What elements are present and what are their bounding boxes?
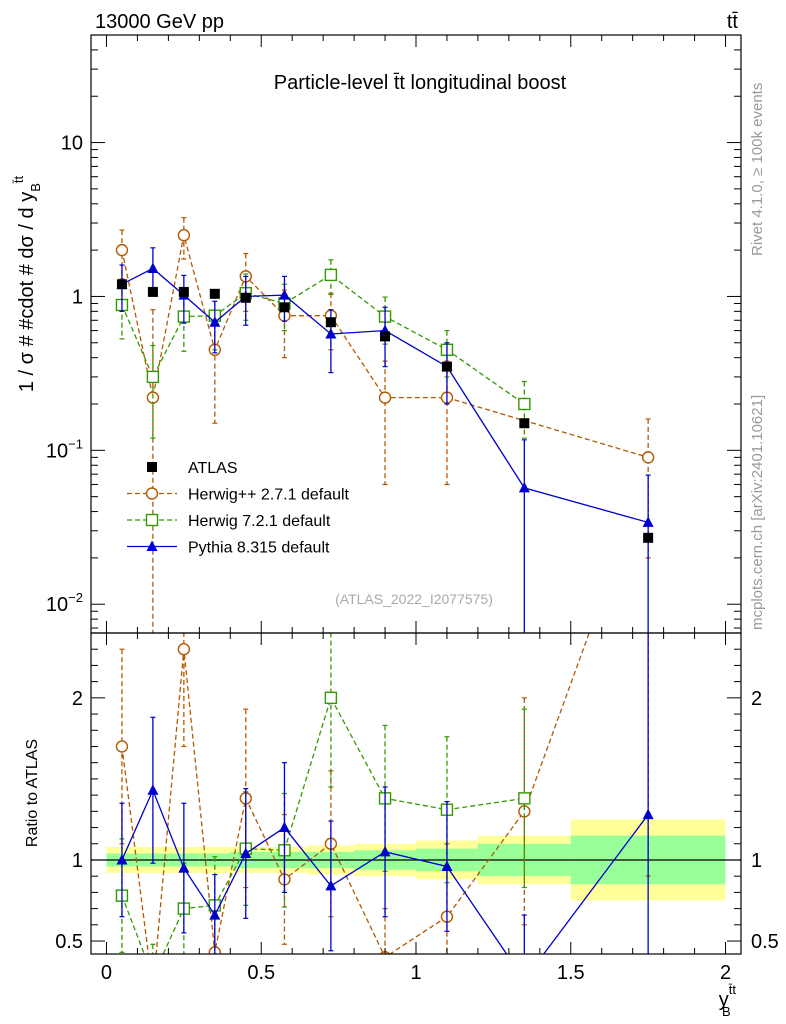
legend-marker — [145, 487, 159, 500]
series-2-ratio-point — [441, 860, 453, 871]
series-2-ratio-point — [278, 821, 290, 833]
series-2-point — [325, 328, 337, 339]
series-2-point — [642, 516, 654, 527]
series-0-ratio-point — [115, 740, 129, 753]
energy-label: 13000 GeV pp — [95, 11, 224, 33]
series-2-ratio-point — [519, 974, 530, 985]
series-2-point — [209, 316, 221, 327]
atlas-point — [116, 279, 127, 290]
series-2-ratio-point — [116, 853, 128, 865]
main-y-tick-label-base: 10 — [61, 133, 83, 155]
main-y-tick-label-exp: −1 — [68, 436, 83, 451]
main-y-tick-label-base: 1 — [72, 286, 83, 308]
series-1-ratio-point — [324, 691, 338, 705]
x-tick-label: 0 — [101, 962, 112, 984]
atlas-point — [325, 317, 336, 328]
x-tick-label: 0.5 — [247, 962, 275, 984]
atlas-point — [519, 418, 530, 429]
series-2-point — [278, 289, 290, 300]
analysis-id: (ATLAS_2022_I2077575) — [335, 591, 493, 607]
x-tick-label: 1.5 — [557, 962, 585, 984]
ratio-y-tick-label-left: 0.5 — [55, 931, 83, 953]
main-y-tick-label: 10 — [61, 133, 83, 155]
legend-label: Herwig++ 2.7.1 default — [188, 487, 350, 504]
atlas-point — [279, 302, 290, 313]
main-y-tick-label-base: 10 — [46, 594, 68, 616]
ratio-y-tick-label-right: 1 — [751, 850, 762, 872]
y-axis-label-sup: t̄t — [11, 175, 26, 183]
series-0-point — [641, 451, 655, 464]
ratio-y-axis-label: Ratio to ATLAS — [24, 739, 41, 847]
atlas-point — [643, 532, 654, 543]
series-1-ratio-point — [147, 971, 158, 982]
legend-label: Herwig 7.2.1 default — [188, 513, 331, 530]
main-y-tick-label-exp: −2 — [68, 590, 83, 605]
plot-title: Particle-level t̄t longitudinal boost — [274, 72, 567, 94]
side-label-top: Rivet 4.1.0, ≥ 100k events — [749, 83, 766, 256]
main-y-tick-label: 1 — [72, 286, 83, 308]
legend: ATLAS Herwig++ 2.7.1 default Herwig 7.2.1 … — [127, 460, 350, 557]
main-data-points — [116, 279, 654, 543]
ratio-y-tick-label-right: 0.5 — [751, 931, 779, 953]
legend-marker — [145, 513, 159, 527]
atlas-point — [240, 292, 251, 303]
main-y-tick-label: 10−1 — [46, 436, 83, 462]
atlas-point — [441, 361, 452, 372]
ratio-y-tick-label-left: 1 — [72, 850, 83, 872]
ratio-y-tick-label-left: 2 — [72, 688, 83, 710]
x-tick-label: 2 — [720, 962, 731, 984]
y-axis-label-sub: B — [28, 183, 43, 192]
atlas-point — [178, 286, 189, 297]
process-label: tt̄ — [727, 11, 739, 33]
series-2-ratio-point — [240, 847, 252, 858]
series-0-point — [115, 243, 129, 257]
series-1-ratio-line — [121, 696, 525, 954]
legend-marker — [146, 540, 158, 551]
x-axis-label-sub: B — [722, 1004, 731, 1019]
series-2-ratio-point — [325, 879, 337, 891]
main-y-tick-label-base: 10 — [46, 440, 68, 462]
series-2-ratio-point — [379, 845, 391, 857]
series-1-ratio-point — [518, 792, 531, 805]
series-2-point — [518, 481, 530, 493]
series-1-point — [518, 397, 531, 411]
series-1-line — [121, 274, 525, 405]
ratio-series — [115, 633, 654, 995]
series-0-point — [378, 391, 392, 404]
x-axis-label-sup: t̄t — [728, 982, 736, 997]
atlas-point — [380, 331, 391, 342]
series-2-point — [147, 262, 159, 273]
atlas-point — [147, 286, 158, 297]
legend-marker — [147, 462, 157, 472]
y-axis-label-main: 1 / σ # #cdot # dσ / d y — [16, 192, 38, 392]
x-tick-label: 1 — [410, 962, 421, 984]
x-axis-label-main: y — [719, 989, 729, 1011]
ratio-y-tick-label-right: 2 — [751, 688, 762, 710]
series-2-ratio-point — [209, 909, 221, 920]
series-0-ratio-point — [147, 984, 158, 995]
series-2-ratio-point — [642, 808, 654, 820]
atlas-point — [209, 288, 220, 299]
y-axis-label: 1 / σ # #cdot # dσ / d yBt̄t — [11, 175, 43, 392]
legend-label: ATLAS — [188, 460, 238, 477]
series-0-point — [177, 229, 191, 242]
series-0-ratio-point — [177, 643, 191, 656]
ratio-bands — [91, 819, 741, 901]
x-axis-label: yt̄t B — [719, 982, 737, 1019]
side-label-bottom: mcplots.cern.ch [arXiv:2401.10621] — [749, 395, 766, 630]
series-1-point — [324, 268, 338, 282]
series-1-point — [146, 370, 160, 384]
main-y-tick-label: 10−2 — [46, 590, 83, 616]
series-2-ratio-point — [147, 784, 159, 795]
legend-label: Pythia 8.315 default — [188, 540, 330, 557]
series-0-line — [121, 235, 649, 458]
series-2-ratio-point — [178, 862, 190, 873]
